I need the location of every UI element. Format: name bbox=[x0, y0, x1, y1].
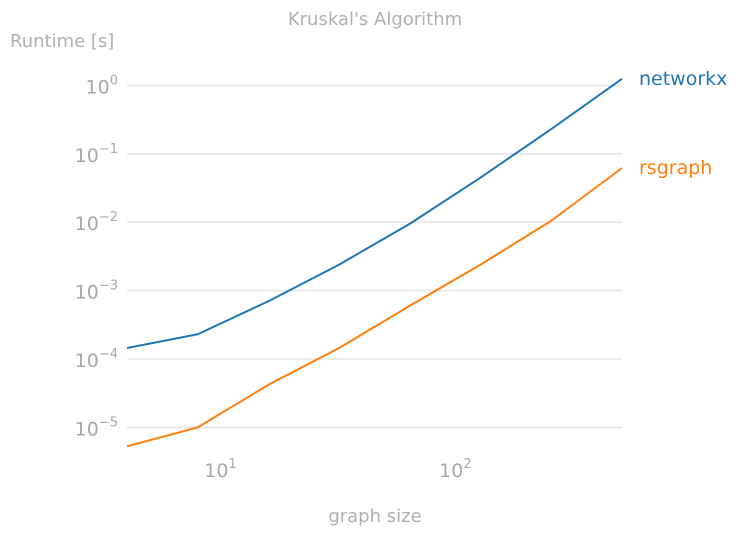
y-tick-label: 100 bbox=[86, 73, 118, 98]
tick-layer: 100 10−1 10−2 10−3 10−4 10−5 101 102 bbox=[75, 73, 472, 482]
series-line-rsgraph bbox=[126, 167, 623, 448]
y-tick-label: 10−2 bbox=[75, 210, 118, 235]
y-tick-label: 10−3 bbox=[75, 279, 118, 304]
x-tick-label: 101 bbox=[204, 457, 236, 482]
label-layer: networkx rsgraph bbox=[639, 68, 727, 179]
series-layer bbox=[126, 77, 623, 448]
y-tick-label: 10−4 bbox=[75, 347, 118, 372]
y-tick-label: 10−1 bbox=[75, 142, 118, 167]
y-axis-label: Runtime [s] bbox=[10, 31, 114, 52]
series-line-networkx bbox=[126, 77, 623, 349]
series-label-networkx: networkx bbox=[639, 68, 727, 90]
grid-layer bbox=[127, 84, 622, 429]
chart-title: Kruskal's Algorithm bbox=[288, 9, 462, 30]
x-axis-label: graph size bbox=[328, 506, 421, 527]
x-tick-label: 102 bbox=[439, 457, 471, 482]
series-label-rsgraph: rsgraph bbox=[639, 157, 712, 179]
y-tick-label: 10−5 bbox=[75, 415, 118, 440]
